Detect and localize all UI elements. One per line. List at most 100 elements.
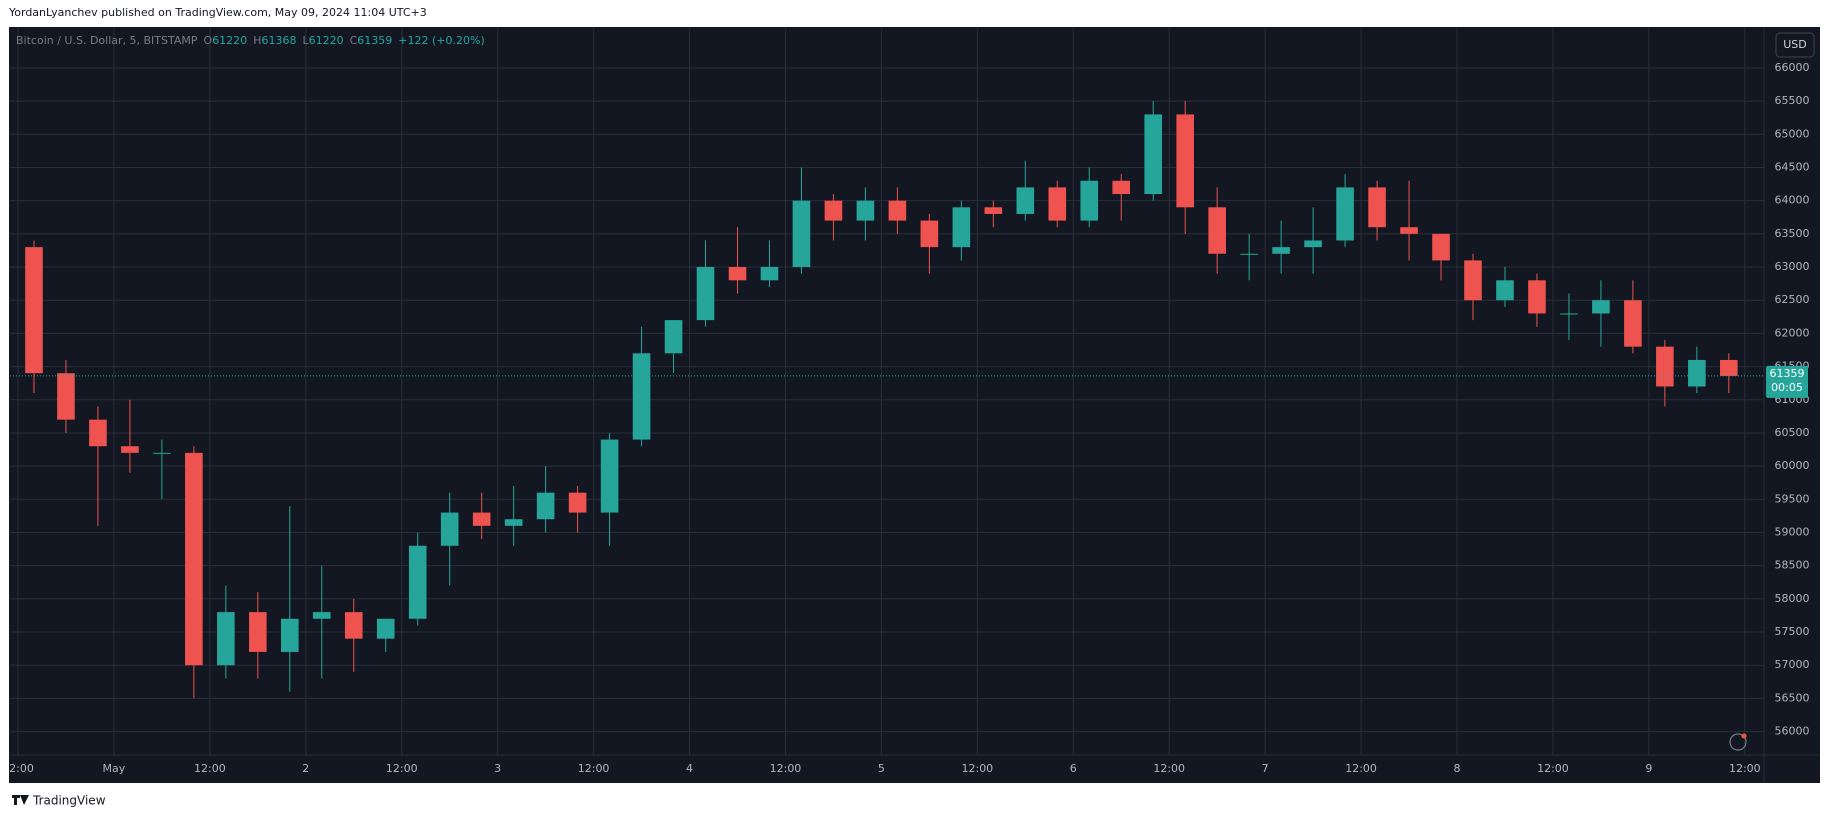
x-tick-label: 6 [1070, 762, 1077, 775]
y-tick-label: 63000 [1775, 260, 1810, 273]
candle-body [1080, 180, 1099, 221]
candle-body [728, 267, 747, 281]
y-tick-label: 66000 [1775, 61, 1810, 74]
price-axis: 56000 56500 57000 57500 58000 58500 59000 59500… [1775, 61, 1810, 738]
x-tick-label: 12:00 [1537, 762, 1569, 775]
candle-body [1560, 313, 1578, 315]
candle-body [89, 419, 107, 447]
candle-body [1688, 359, 1706, 387]
legend: Bitcoin / U.S. Dollar, 5, BITSTAMP O61220… [16, 34, 485, 47]
candle-body [1208, 207, 1226, 254]
candle-body [920, 220, 939, 248]
candle-body [376, 618, 395, 639]
candle-body [984, 207, 1003, 214]
y-tick-label: 62000 [1775, 326, 1810, 339]
y-tick-label: 58500 [1775, 559, 1810, 572]
legend-key: O [204, 34, 213, 47]
legend-value: 61359 [357, 34, 392, 47]
y-tick-label: 56500 [1775, 691, 1810, 704]
currency-button[interactable] [1775, 32, 1815, 58]
candle-body [185, 452, 203, 666]
replay-icon[interactable] [1729, 733, 1747, 751]
candle-body [1048, 187, 1067, 221]
last-price-label: 61359 [1770, 367, 1805, 380]
currency-label[interactable]: USD [1783, 38, 1807, 51]
x-tick-label: 3 [494, 762, 501, 775]
x-tick-label: 12:00 [1153, 762, 1185, 775]
candle-body [1176, 114, 1194, 208]
legend-key: H [253, 34, 261, 47]
legend-key: L [302, 34, 309, 47]
candle-body [536, 492, 555, 520]
y-tick-label: 57500 [1775, 625, 1810, 638]
y-tick-label: 60000 [1775, 459, 1810, 472]
candle-body [888, 200, 907, 221]
tv-logo [12, 795, 29, 805]
candle-body [217, 612, 235, 666]
legend-line: Bitcoin / U.S. Dollar, 5, BITSTAMP O61220… [16, 34, 485, 47]
candle-body [760, 267, 779, 281]
y-tick-label: 64000 [1775, 194, 1810, 207]
chart-background [9, 27, 1820, 783]
grid [10, 27, 1764, 755]
candle-body [696, 267, 715, 321]
y-tick-label: 58000 [1775, 592, 1810, 605]
x-tick-label: 4 [686, 762, 693, 775]
legend-symbol: Bitcoin / U.S. Dollar, 5, BITSTAMP [16, 34, 198, 47]
x-tick-label: 12:00 [194, 762, 226, 775]
x-tick-label: 2 [302, 762, 309, 775]
candle-body [1400, 227, 1418, 234]
candle-body [856, 200, 875, 221]
last-price-box [1766, 365, 1808, 398]
candles [10, 101, 1764, 699]
candle-body [952, 207, 971, 248]
candle-body [1304, 240, 1322, 248]
countdown-label: 00:05 [1771, 381, 1803, 394]
x-tick-label: 12:00 [386, 762, 418, 775]
candle-body [281, 618, 299, 652]
y-tick-label: 62500 [1775, 293, 1810, 306]
candle-body [1368, 187, 1386, 228]
x-tick-label: 12:00 [2, 762, 34, 775]
y-tick-label: 64500 [1775, 160, 1810, 173]
footer-brand: TradingView [32, 794, 106, 808]
candle-body [1112, 180, 1131, 195]
candle-body [25, 247, 43, 374]
candle-body [600, 439, 619, 513]
x-tick-label: 7 [1262, 762, 1269, 775]
replay-dot [1741, 733, 1747, 739]
candle-body [824, 200, 843, 221]
legend-key: C [350, 34, 358, 47]
x-tick-label: 12:00 [578, 762, 610, 775]
candle-body [1272, 247, 1290, 254]
y-tick-label: 60500 [1775, 426, 1810, 439]
publisher-line: YordanLyanchev published on TradingView.… [8, 6, 427, 19]
candle-body [664, 320, 683, 354]
candle-body [440, 512, 459, 546]
candle-body [1336, 187, 1354, 241]
candle-body [568, 492, 587, 513]
y-tick-label: 65500 [1775, 94, 1810, 107]
x-tick-label: 12:00 [770, 762, 802, 775]
y-tick-label: 56000 [1775, 725, 1810, 738]
candle-body [249, 612, 267, 652]
legend-change: +122 (+0.20%) [398, 34, 484, 47]
candle-body [472, 512, 491, 526]
x-tick-label: 9 [1645, 762, 1652, 775]
candle-body [57, 373, 75, 420]
candle-body [1720, 359, 1738, 376]
candle-body [344, 612, 363, 639]
candle-body [408, 545, 427, 619]
y-tick-label: 63500 [1775, 227, 1810, 240]
candle-body [632, 353, 651, 440]
candle-body [1016, 187, 1035, 214]
x-tick-label: 5 [878, 762, 885, 775]
candle-body [1464, 260, 1482, 301]
candle-body [1624, 300, 1642, 347]
y-tick-label: 57000 [1775, 658, 1810, 671]
x-tick-label: May [103, 762, 126, 775]
candle-body [1528, 280, 1546, 314]
candle-body [504, 519, 523, 526]
candle-body [1240, 253, 1258, 255]
